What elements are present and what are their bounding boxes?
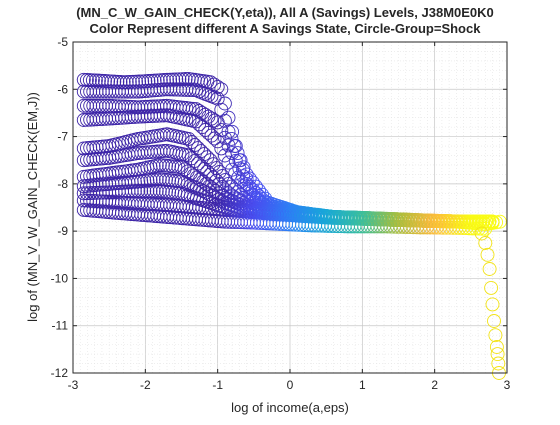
x-tick-label: 0 [287, 378, 294, 392]
data-point [82, 73, 97, 88]
data-point [221, 138, 236, 153]
data-point [85, 73, 100, 88]
y-tick-label: -11 [52, 319, 69, 333]
data-point [149, 184, 164, 198]
y-axis-label: log of (MN_V_W_GAIN_CHECK(EM,J)) [25, 92, 40, 322]
data-point [175, 72, 190, 87]
data-point [110, 74, 125, 89]
y-tick-label: -6 [57, 82, 68, 96]
data-point [119, 75, 134, 90]
data-point [214, 141, 229, 156]
data-point [236, 169, 250, 184]
y-tick-label: -10 [51, 271, 69, 285]
data-point [174, 174, 189, 189]
data-point [113, 75, 128, 89]
data-point [227, 139, 242, 153]
x-tick-label: -2 [140, 378, 151, 392]
data-point [474, 226, 489, 241]
data-point [88, 73, 103, 88]
data-point [482, 262, 497, 276]
data-point [491, 356, 506, 371]
data-point [166, 72, 181, 87]
y-tick-label: -12 [51, 366, 69, 380]
data-point [221, 155, 236, 170]
data-point [217, 113, 232, 128]
data-point [492, 214, 507, 229]
y-tick-label: -8 [57, 177, 68, 191]
x-tick-label: -1 [212, 378, 223, 392]
x-tick-labels: -3 -2 -1 0 1 2 3 [68, 378, 511, 392]
data-point [91, 73, 106, 88]
chart-subtitle: Color Represent different A Savings Stat… [90, 21, 482, 36]
data-point [116, 75, 131, 90]
chart-title: (MN_C_W_GAIN_CHECK(Y,eta)), All A (Savin… [76, 5, 494, 20]
data-point [485, 297, 500, 312]
data-point [490, 347, 505, 362]
data-point [480, 247, 495, 262]
data-point [178, 72, 193, 86]
data-point [475, 221, 490, 236]
y-tick-label: -9 [57, 224, 68, 238]
data-point [478, 221, 493, 236]
data-point [478, 236, 493, 250]
y-tick-label: -5 [57, 35, 68, 49]
data-point [210, 91, 225, 106]
data-point [207, 113, 222, 128]
data-point [217, 130, 232, 145]
data-point [489, 340, 504, 354]
x-tick-label: -3 [68, 378, 79, 392]
data-point [160, 72, 174, 87]
data-point [172, 72, 187, 87]
data-point [488, 328, 503, 343]
data-point [192, 84, 207, 99]
x-tick-label: 1 [359, 378, 366, 392]
data-point [169, 72, 184, 87]
data-point [487, 314, 501, 328]
data-point [146, 184, 161, 198]
data-point [185, 83, 200, 98]
data-point [217, 148, 232, 163]
data-point [225, 124, 240, 139]
data-point [214, 102, 229, 117]
x-tick-label: 3 [504, 378, 511, 392]
data-points [76, 71, 507, 380]
data-point [224, 131, 239, 146]
data-point [163, 72, 178, 87]
data-point [207, 131, 222, 146]
x-tick-label: 2 [431, 378, 438, 392]
data-point [122, 74, 137, 89]
data-point [210, 134, 225, 149]
data-point [484, 280, 499, 295]
y-tick-labels: -12 -11 -10 -9 -8 -7 -6 -5 [51, 35, 69, 380]
data-point [210, 115, 225, 130]
y-tick-label: -7 [57, 130, 68, 144]
tick-marks [72, 41, 508, 374]
x-axis-label: log of income(a,eps) [231, 400, 349, 415]
data-point [489, 215, 504, 230]
